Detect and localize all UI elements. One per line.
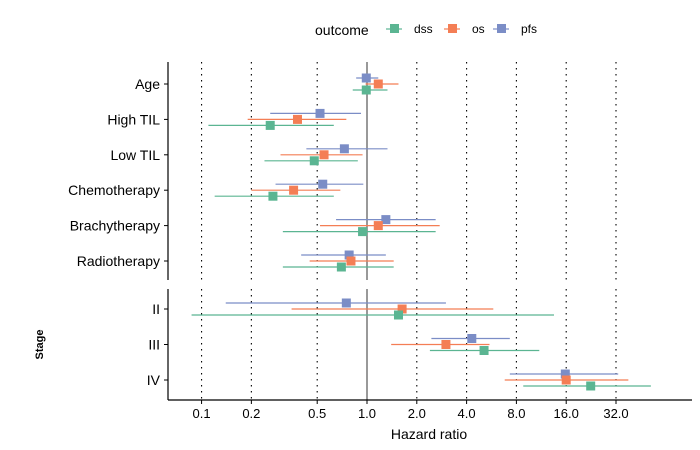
y-tick-label: High TIL: [107, 111, 160, 127]
y-tick-label: Chemotherapy: [68, 182, 160, 198]
estimate-point-dss: [358, 227, 368, 237]
estimate-point-pfs: [381, 215, 391, 225]
legend-item-dss: dss: [386, 22, 433, 36]
y-tick-label: III: [148, 337, 160, 353]
estimate-point-os: [289, 185, 299, 195]
panels: Age High TIL Low TIL Chemotherapy Brachyther…: [34, 62, 651, 400]
estimate-point-pfs: [341, 298, 351, 308]
y-tick-label: IV: [147, 372, 161, 388]
strip-label: Stage: [34, 330, 46, 360]
estimate-point-pfs: [361, 73, 371, 83]
estimate-point-dss: [393, 310, 403, 320]
y-tick-label: Brachytherapy: [70, 218, 160, 234]
x-tick-label: 0.2: [242, 406, 260, 421]
x-tick-label: 4.0: [458, 406, 476, 421]
y-tick-label: Age: [135, 76, 160, 92]
legend-key-square: [448, 24, 457, 33]
legend-label: dss: [414, 22, 433, 36]
x-axis: 0.1 0.2 0.5 1.0 2.0 4.0 8.0 16.0 32.0: [168, 399, 692, 421]
legend-item-pfs: pfs: [493, 22, 537, 36]
y-tick-label: Radiotherapy: [77, 253, 160, 269]
legend-title: outcome: [315, 22, 369, 38]
x-tick-label: 16.0: [554, 406, 579, 421]
estimate-point-pfs: [315, 108, 325, 118]
legend: outcome dss os pfs: [315, 22, 537, 38]
estimate-point-pfs: [467, 334, 477, 343]
estimate-point-pfs: [318, 179, 328, 189]
panel-1: Age High TIL Low TIL Chemotherapy Brachyther…: [68, 62, 617, 280]
y-tick-label: II: [152, 301, 160, 317]
estimate-point-dss: [265, 120, 275, 130]
estimate-point-pfs: [344, 250, 354, 260]
estimate-point-os: [441, 340, 451, 349]
x-tick-label: 32.0: [603, 406, 628, 421]
estimate-point-os: [292, 114, 302, 124]
legend-key-square: [497, 24, 506, 33]
estimate-point-os: [346, 256, 356, 266]
estimate-point-os: [397, 304, 407, 314]
estimate-point-dss: [309, 156, 319, 166]
x-tick-label: 0.1: [193, 406, 211, 421]
estimate-point-dss: [586, 381, 596, 391]
x-tick-label: 2.0: [408, 406, 426, 421]
estimate-point-dss: [361, 85, 371, 95]
estimate-point-os: [373, 79, 383, 89]
x-axis-label: Hazard ratio: [391, 426, 467, 442]
x-tick-label: 8.0: [507, 406, 525, 421]
estimate-point-os: [319, 150, 329, 160]
estimate-point-dss: [479, 346, 489, 355]
estimate-point-os: [373, 221, 383, 231]
legend-label: pfs: [521, 22, 537, 36]
x-tick-label: 1.0: [358, 406, 376, 421]
legend-key-square: [390, 24, 399, 33]
estimate-point-pfs: [560, 369, 570, 379]
legend-label: os: [472, 22, 485, 36]
x-tick-label: 0.5: [308, 406, 326, 421]
estimate-point-dss: [268, 191, 278, 201]
y-tick-label: Low TIL: [110, 147, 160, 163]
estimate-point-os: [561, 375, 571, 385]
estimate-point-pfs: [339, 144, 349, 154]
legend-item-os: os: [444, 22, 485, 36]
estimate-point-dss: [336, 262, 346, 272]
